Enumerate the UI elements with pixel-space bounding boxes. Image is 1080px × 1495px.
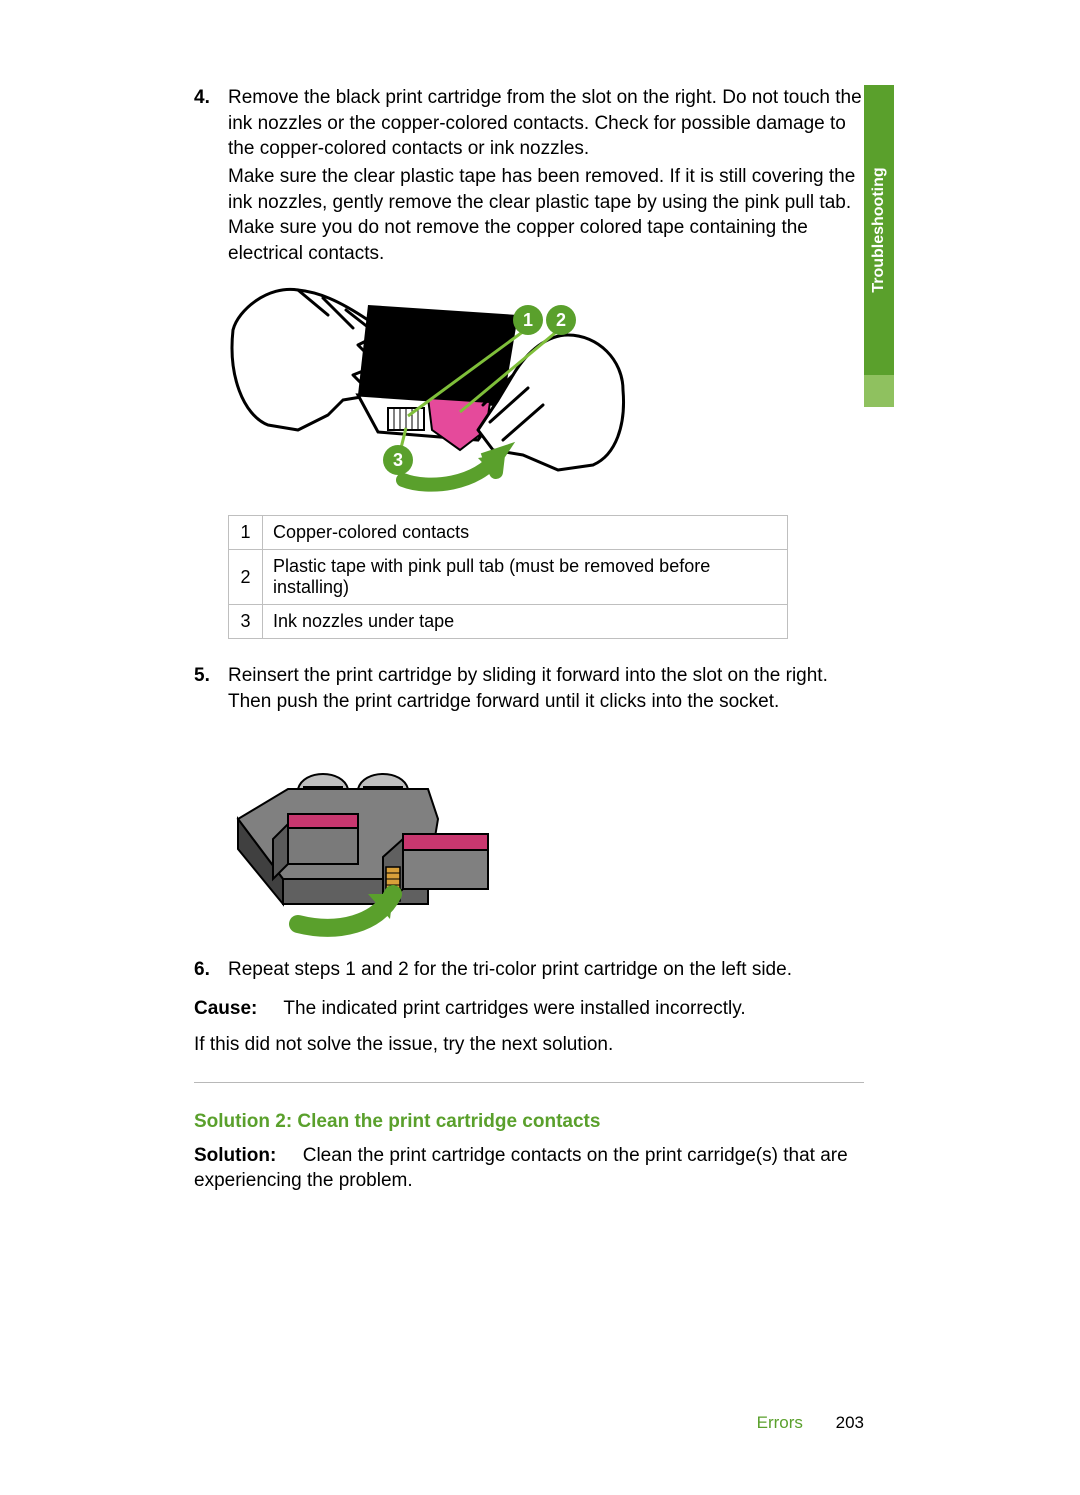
cause-text: The indicated print cartridges were inst… [283,998,745,1019]
page-footer: Errors 203 [757,1413,864,1433]
legend-num: 2 [229,550,263,605]
page-content: 4. Remove the black print cartridge from… [194,85,864,1204]
legend-text: Copper-colored contacts [263,516,788,550]
step-5-number: 5. [194,663,228,714]
section-tab: Troubleshooting [864,85,894,375]
footer-page-number: 203 [836,1413,864,1432]
legend-text: Ink nozzles under tape [263,605,788,639]
step-4-number: 4. [194,85,228,266]
callout-3: 3 [393,450,403,470]
solution-label: Solution: [194,1145,276,1166]
step-4-para-1: Remove the black print cartridge from th… [228,85,864,162]
table-row: 2 Plastic tape with pink pull tab (must … [229,550,788,605]
step-6-number: 6. [194,957,228,983]
step-6-para: Repeat steps 1 and 2 for the tri-color p… [228,957,864,983]
step-4-para-2: Make sure the clear plastic tape has bee… [228,164,864,267]
section-tab-tail [864,375,894,407]
step-4: 4. Remove the black print cartridge from… [194,85,864,266]
solution-2-body: Solution: Clean the print cartridge cont… [194,1143,864,1194]
cause-line: Cause: The indicated print cartridges we… [194,996,864,1022]
table-row: 1 Copper-colored contacts [229,516,788,550]
cause-label: Cause: [194,998,257,1019]
section-tab-label: Troubleshooting [870,167,888,292]
table-row: 3 Ink nozzles under tape [229,605,788,639]
callout-2: 2 [556,310,566,330]
figure-cartridge-tape: 1 2 3 [228,280,864,505]
legend-text: Plastic tape with pink pull tab (must be… [263,550,788,605]
try-next-text: If this did not solve the issue, try the… [194,1032,864,1058]
legend-num: 1 [229,516,263,550]
callout-1: 1 [523,310,533,330]
step-5-para: Reinsert the print cartridge by sliding … [228,663,864,714]
figure-reinsert-cartridge [228,729,864,939]
solution-2-heading: Solution 2: Clean the print cartridge co… [194,1111,864,1133]
figure-legend-table: 1 Copper-colored contacts 2 Plastic tape… [228,515,788,639]
footer-section: Errors [757,1413,803,1432]
legend-num: 3 [229,605,263,639]
step-5: 5. Reinsert the print cartridge by slidi… [194,663,864,714]
step-6: 6. Repeat steps 1 and 2 for the tri-colo… [194,957,864,983]
divider [194,1082,864,1083]
